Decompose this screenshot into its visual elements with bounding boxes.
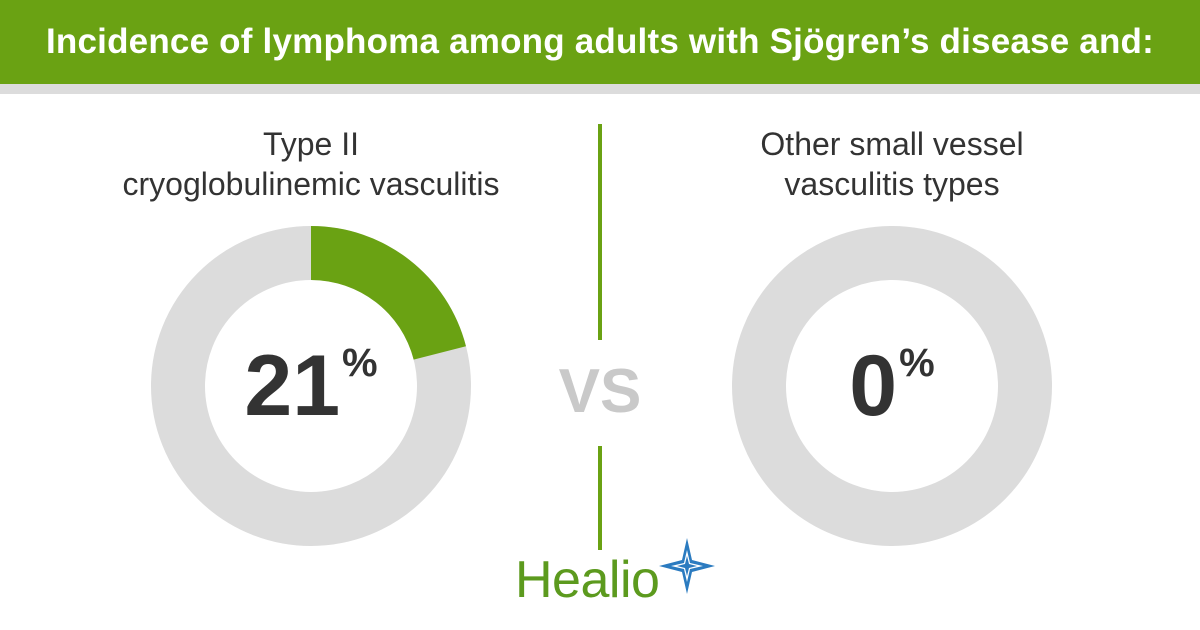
header-bar: Incidence of lymphoma among adults with … (0, 0, 1200, 84)
star-icon (659, 538, 715, 594)
chart-label-line: Type II (262, 126, 360, 162)
percent-number: 0 (849, 338, 898, 434)
chart-label-right: Other small vessel vasculitis types (652, 124, 1132, 208)
donut-chart-right: 0 % (732, 226, 1052, 546)
chart-panel-left: Type II cryoglobulinemic vasculitis 21 % (71, 124, 551, 546)
percent-value-right: 0 % (732, 226, 1052, 546)
percent-sign: % (342, 341, 378, 385)
percent-number: 21 (244, 338, 341, 434)
donut-slice (311, 226, 466, 360)
percent-sign: % (899, 341, 935, 385)
chart-label-line: cryoglobulinemic vasculitis (122, 166, 500, 202)
donut-chart-left: 21 % (151, 226, 471, 546)
page-title: Incidence of lymphoma among adults with … (46, 22, 1154, 61)
vs-label: VS (558, 357, 642, 426)
percent-value-left: 21 % (151, 226, 471, 546)
donut-svg-right (732, 226, 1052, 546)
header-divider (0, 84, 1200, 94)
donut-svg-left (151, 226, 471, 546)
healio-logo: Healio (515, 538, 735, 610)
chart-label-left: Type II cryoglobulinemic vasculitis (71, 124, 551, 208)
donut-track (732, 226, 1052, 546)
center-divider-bottom (598, 446, 602, 550)
center-divider-top (598, 124, 602, 340)
chart-label-line: Other small vessel (760, 126, 1024, 162)
chart-label-line: vasculitis types (784, 166, 1000, 202)
chart-panel-right: Other small vessel vasculitis types 0 % (652, 124, 1132, 546)
logo-wordmark: Healio (515, 551, 660, 609)
